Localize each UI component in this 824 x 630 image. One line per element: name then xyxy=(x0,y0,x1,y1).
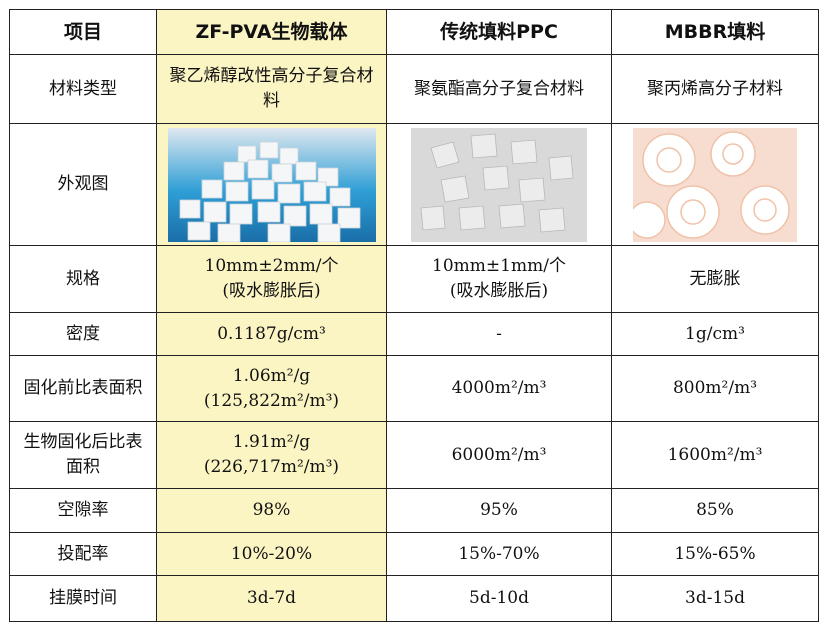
row-label: 投配率 xyxy=(9,532,157,576)
row-label: 固化前比表面积 xyxy=(9,355,157,422)
cell-mbbr: 800m²/m³ xyxy=(611,355,819,422)
row-label: 挂膜时间 xyxy=(9,575,157,622)
cell-mbbr: 15%-65% xyxy=(611,532,819,576)
table-row: 固化前比表面积 1.06m²/g (125,822m²/m³) 4000m²/m… xyxy=(9,355,819,422)
cell-ppc: 4000m²/m³ xyxy=(386,355,612,422)
cell-ppc: 聚氨酯高分子复合材料 xyxy=(386,54,612,124)
cell-zf: 10mm±2mm/个 (吸水膨胀后) xyxy=(156,245,387,313)
row-label: 密度 xyxy=(9,312,157,356)
row-label: 规格 xyxy=(9,245,157,313)
cell-ppc: 15%-70% xyxy=(386,532,612,576)
table-row: 材料类型 聚乙烯醇改性高分子复合材料 聚氨酯高分子复合材料 聚丙烯高分子材料 xyxy=(9,54,819,124)
table-row: 生物固化后比表面积 1.91m²/g (226,717m²/m³) 6000m²… xyxy=(9,421,819,489)
header-mbbr: MBBR填料 xyxy=(611,9,819,55)
cell-zf: 1.06m²/g (125,822m²/m³) xyxy=(156,355,387,422)
header-zf-pva: ZF-PVA生物载体 xyxy=(156,9,387,55)
header-item: 项目 xyxy=(9,9,157,55)
row-label: 生物固化后比表面积 xyxy=(9,421,157,489)
cell-zf: 3d-7d xyxy=(156,575,387,622)
cell-ppc: 5d-10d xyxy=(386,575,612,622)
cell-ppc: 95% xyxy=(386,488,612,533)
cell-mbbr: 聚丙烯高分子材料 xyxy=(611,54,819,124)
cell-mbbr: 1600m²/m³ xyxy=(611,421,819,489)
cell-zf: 1.91m²/g (226,717m²/m³) xyxy=(156,421,387,489)
cell-ppc: 6000m²/m³ xyxy=(386,421,612,489)
cell-mbbr: 1g/cm³ xyxy=(611,312,819,356)
table-row: 空隙率 98% 95% 85% xyxy=(9,488,819,533)
cell-ppc-photo xyxy=(386,123,612,246)
table-row: 外观图 xyxy=(9,123,819,246)
cell-mbbr: 无膨胀 xyxy=(611,245,819,313)
table-row: 挂膜时间 3d-7d 5d-10d 3d-15d xyxy=(9,575,819,622)
cell-mbbr: 85% xyxy=(611,488,819,533)
table-row: 规格 10mm±2mm/个 (吸水膨胀后) 10mm±1mm/个 (吸水膨胀后)… xyxy=(9,245,819,313)
cell-mbbr-photo xyxy=(611,123,819,246)
table-row: 密度 0.1187g/cm³ - 1g/cm³ xyxy=(9,312,819,356)
cell-zf: 0.1187g/cm³ xyxy=(156,312,387,356)
row-label: 外观图 xyxy=(9,123,157,246)
cell-zf: 98% xyxy=(156,488,387,533)
table-row: 投配率 10%-20% 15%-70% 15%-65% xyxy=(9,532,819,576)
table-header-row: 项目 ZF-PVA生物载体 传统填料PPC MBBR填料 xyxy=(9,9,819,55)
cell-ppc: - xyxy=(386,312,612,356)
row-label: 材料类型 xyxy=(9,54,157,124)
cell-ppc: 10mm±1mm/个 (吸水膨胀后) xyxy=(386,245,612,313)
cell-zf: 聚乙烯醇改性高分子复合材料 xyxy=(156,54,387,124)
ppc-carrier-photo xyxy=(411,127,587,242)
mbbr-carrier-photo xyxy=(633,127,797,242)
row-label: 空隙率 xyxy=(9,488,157,533)
cell-mbbr: 3d-15d xyxy=(611,575,819,622)
cell-zf-photo xyxy=(156,123,387,246)
cell-zf: 10%-20% xyxy=(156,532,387,576)
zf-pva-carrier-photo xyxy=(167,127,376,242)
comparison-table: 项目 ZF-PVA生物载体 传统填料PPC MBBR填料 材料类型 聚乙烯醇改性… xyxy=(9,9,819,622)
header-ppc: 传统填料PPC xyxy=(386,9,612,55)
